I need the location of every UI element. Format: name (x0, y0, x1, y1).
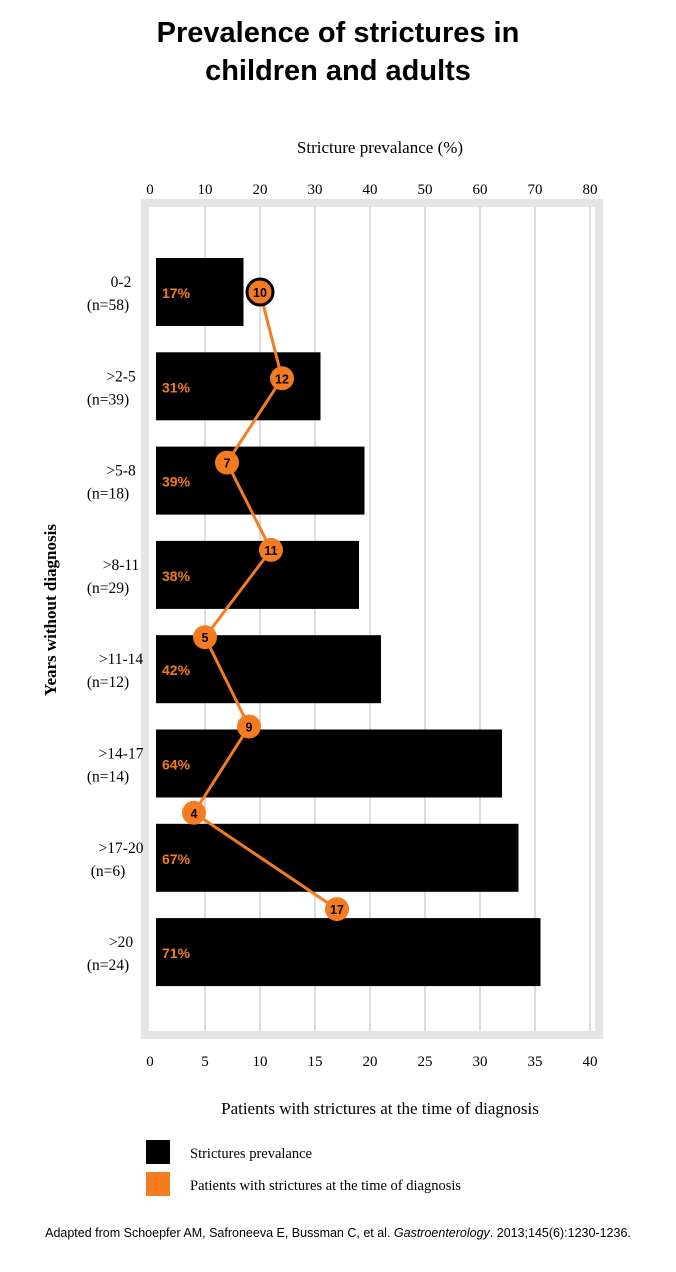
prevalence-data-label: 17% (162, 285, 191, 301)
caption-suffix: . 2013;145(6):1230-1236. (489, 1226, 631, 1240)
bottom-tick-label: 15 (308, 1054, 323, 1070)
patients-marker (245, 277, 275, 307)
category-n-label: (n=18) (87, 486, 129, 503)
prevalence-bar (156, 446, 365, 515)
bottom-tick-label: 5 (201, 1054, 209, 1070)
patients-marker (259, 537, 283, 562)
patients-data-label: 7 (224, 457, 231, 471)
chart-title-line-1: Prevalence of strictures in (156, 17, 520, 49)
legend-swatch (146, 1172, 170, 1196)
top-tick-label: 40 (363, 182, 378, 198)
top-tick-label: 30 (308, 182, 323, 198)
category-n-label: (n=6) (91, 863, 126, 880)
bottom-tick-label: 10 (253, 1054, 268, 1070)
category-n-label: (n=24) (87, 957, 129, 974)
top-axis-label: Stricture prevalance (%) (297, 138, 463, 157)
prevalence-bar (156, 635, 381, 704)
prevalence-data-label: 38% (162, 568, 191, 584)
bottom-axis-label: Patients with strictures at the time of … (221, 1099, 539, 1118)
top-tick-label: 80 (583, 182, 598, 198)
category-n-label: (n=14) (87, 769, 129, 786)
category-n-label: (n=39) (87, 391, 129, 408)
top-tick-label: 70 (528, 182, 543, 198)
prevalence-bar (156, 352, 321, 421)
patients-marker (215, 450, 239, 475)
category-range-label: 0-2 (111, 274, 132, 291)
plot-frame (141, 199, 603, 1039)
bottom-tick-label: 25 (418, 1054, 433, 1070)
top-tick-label: 0 (146, 182, 154, 198)
category-n-label: (n=58) (87, 297, 129, 314)
caption-journal: Gastroenterology (393, 1226, 490, 1240)
patients-data-label: 11 (264, 544, 277, 558)
bottom-tick-label: 40 (583, 1054, 598, 1070)
patients-data-label: 4 (191, 807, 198, 821)
legend-label: Patients with strictures at the time of … (190, 1178, 461, 1194)
category-range-label: >11-14 (99, 651, 144, 668)
category-range-label: >17-20 (99, 840, 144, 857)
legend-swatch (146, 1140, 170, 1164)
legend-label: Strictures prevalance (190, 1146, 312, 1162)
patients-data-label: 17 (330, 903, 344, 917)
y-axis-label: Years without diagnosis (41, 524, 60, 696)
prevalence-bar (156, 918, 541, 987)
prevalence-bar (156, 823, 519, 892)
patients-marker (325, 897, 349, 922)
patients-marker (237, 714, 261, 739)
bottom-tick-label: 0 (146, 1054, 154, 1070)
category-n-label: (n=12) (87, 674, 129, 691)
source-caption: Adapted from Schoepfer AM, Safroneeva E,… (0, 1226, 676, 1240)
prevalence-bar (156, 258, 244, 326)
bottom-tick-label: 20 (363, 1054, 378, 1070)
patients-data-label: 10 (253, 286, 267, 300)
prevalence-bar (156, 540, 359, 609)
prevalence-data-label: 67% (162, 851, 191, 867)
prevalence-data-label: 71% (162, 945, 191, 961)
category-range-label: >8-11 (103, 557, 140, 574)
patients-line (191, 291, 338, 911)
chart-title-line-2: children and adults (205, 55, 471, 87)
category-range-label: >20 (109, 934, 133, 951)
top-tick-label: 20 (253, 182, 268, 198)
category-range-label: >5-8 (106, 463, 136, 480)
patients-data-label: 9 (246, 721, 253, 735)
bottom-tick-label: 30 (473, 1054, 488, 1070)
chart-svg: Stricture prevalance (%)0 10 20 30 40 50 60 70 8… (41, 138, 603, 1196)
category-n-label: (n=29) (87, 580, 129, 597)
prevalence-data-label: 39% (162, 474, 191, 490)
category-range-label: >2-5 (106, 368, 136, 385)
top-tick-label: 50 (418, 182, 433, 198)
bottom-tick-label: 35 (528, 1054, 543, 1070)
prevalence-data-label: 42% (162, 662, 191, 678)
chart-title: Prevalence of strictures in children and… (0, 14, 676, 90)
patients-marker (193, 625, 217, 650)
patients-marker (182, 800, 206, 825)
patients-data-label: 12 (275, 372, 289, 386)
patients-marker (270, 366, 294, 391)
caption-prefix: Adapted from Schoepfer AM, Safroneeva E,… (45, 1226, 394, 1240)
prevalence-data-label: 64% (162, 757, 191, 773)
patients-data-label: 5 (202, 631, 209, 645)
top-tick-label: 10 (198, 182, 213, 198)
category-range-label: >14-17 (99, 746, 144, 763)
prevalence-data-label: 31% (162, 379, 191, 395)
prevalence-bar (156, 729, 502, 798)
top-tick-label: 60 (473, 182, 488, 198)
